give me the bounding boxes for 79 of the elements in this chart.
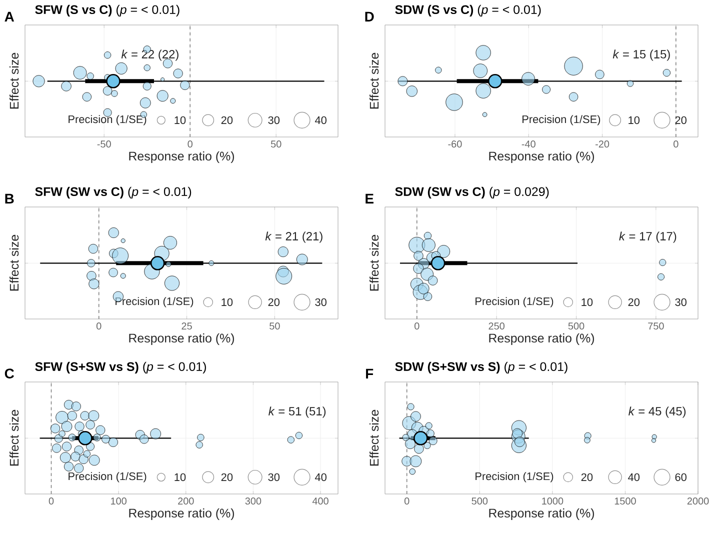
legend-label: 10 [174,473,186,482]
x-tick-label: -40 [522,140,536,148]
chart-title: SDW (S vs C) (p = < 0.01) [395,4,541,16]
x-tick-label: -20 [596,140,610,148]
x-tick-label: 100 [111,498,126,505]
legend-label: 20 [628,298,640,306]
x-tick-label: -50 [97,140,111,148]
x-tick-label: 400 [312,498,328,505]
x-tick-label: 1000 [542,498,564,505]
legend-label: 10 [628,116,640,124]
x-tick-label: 0 [96,322,102,330]
legend-label: 30 [268,116,280,124]
legend-label: 20 [221,473,233,482]
legend-label: 20 [268,298,280,306]
legend-title: Precision (1/SE) [68,115,146,126]
x-axis-title: Response ratio (%) [489,508,594,520]
legend-label: 60 [675,473,686,482]
legend-title: Precision (1/SE) [476,297,554,308]
y-axis-title: Effect size [9,410,19,466]
x-axis-title: Response ratio (%) [129,151,234,163]
legend-title: Precision (1/SE) [522,115,600,126]
legend-label: 10 [174,116,186,124]
y-axis-title: Effect size [369,52,379,109]
x-tick-label: 50 [270,140,282,148]
x-tick-label: 2000 [687,498,709,505]
x-tick-label: 500 [568,322,584,330]
annotation: k = 17 (17) [619,232,676,243]
annotation: k = 21 (21) [265,232,322,243]
x-tick-label: 0 [48,498,54,505]
chart-title: SFW (S vs C) (p = < 0.01) [35,4,180,16]
x-tick-label: 0 [674,140,678,148]
x-tick-label: 300 [245,498,262,505]
legend-label: 30 [315,298,326,306]
chart-title: SDW (SW vs C) (p = 0.029) [395,186,549,198]
y-axis-title: Effect size [370,234,379,291]
x-tick-label: 500 [472,498,488,505]
x-tick-label: 200 [178,498,194,505]
chart-title: SDW (S+SW vs S) (p = < 0.01) [395,362,568,374]
y-axis-title: Effect size [9,52,19,109]
legend-label: 30 [268,473,280,482]
x-axis-title: Response ratio (%) [129,333,234,345]
x-axis-title: Response ratio (%) [489,151,594,163]
legend-label: 20 [221,116,233,124]
annotation: k = 51 (51) [268,406,326,418]
legend-label: 40 [314,473,326,482]
text: C [4,368,14,378]
legend-title: Precision (1/SE) [116,297,194,308]
chart-title: SFW (SW vs C) (p = < 0.01) [35,186,192,198]
legend-label: 10 [222,298,233,306]
x-tick-label: 250 [488,322,504,330]
x-axis-title: Response ratio (%) [489,333,594,345]
text: F [366,368,374,378]
legend-label: 30 [675,298,686,306]
chart-title: SFW (S+SW vs S) (p = < 0.01) [35,362,206,374]
x-tick-label: 0 [188,140,192,148]
x-tick-label: 1500 [614,498,636,505]
y-axis-title: Effect size [9,234,19,291]
text: A [4,12,14,22]
x-tick-label: 750 [648,322,664,330]
y-axis-title: Effect size [369,410,379,466]
text: B [5,194,14,204]
x-axis-title: Response ratio (%) [129,508,234,520]
legend-label: 10 [582,298,593,306]
annotation: k = 22 (22) [121,50,178,61]
x-tick-label: 50 [270,322,280,330]
legend-title: Precision (1/SE) [476,472,554,482]
x-tick-label: 25 [182,322,192,330]
annotation: k = 15 (15) [612,50,670,61]
legend-label: 40 [314,116,326,124]
legend-label: 20 [581,473,593,482]
x-tick-label: -60 [448,140,462,148]
annotation: k = 45 (45) [628,406,686,418]
legend-label: 40 [628,473,640,482]
legend-title: Precision (1/SE) [68,472,146,482]
x-tick-label: 0 [404,498,410,505]
legend-label: 20 [675,116,686,124]
x-tick-label: 0 [414,322,420,330]
text: E [366,194,374,204]
text: D [365,12,374,22]
